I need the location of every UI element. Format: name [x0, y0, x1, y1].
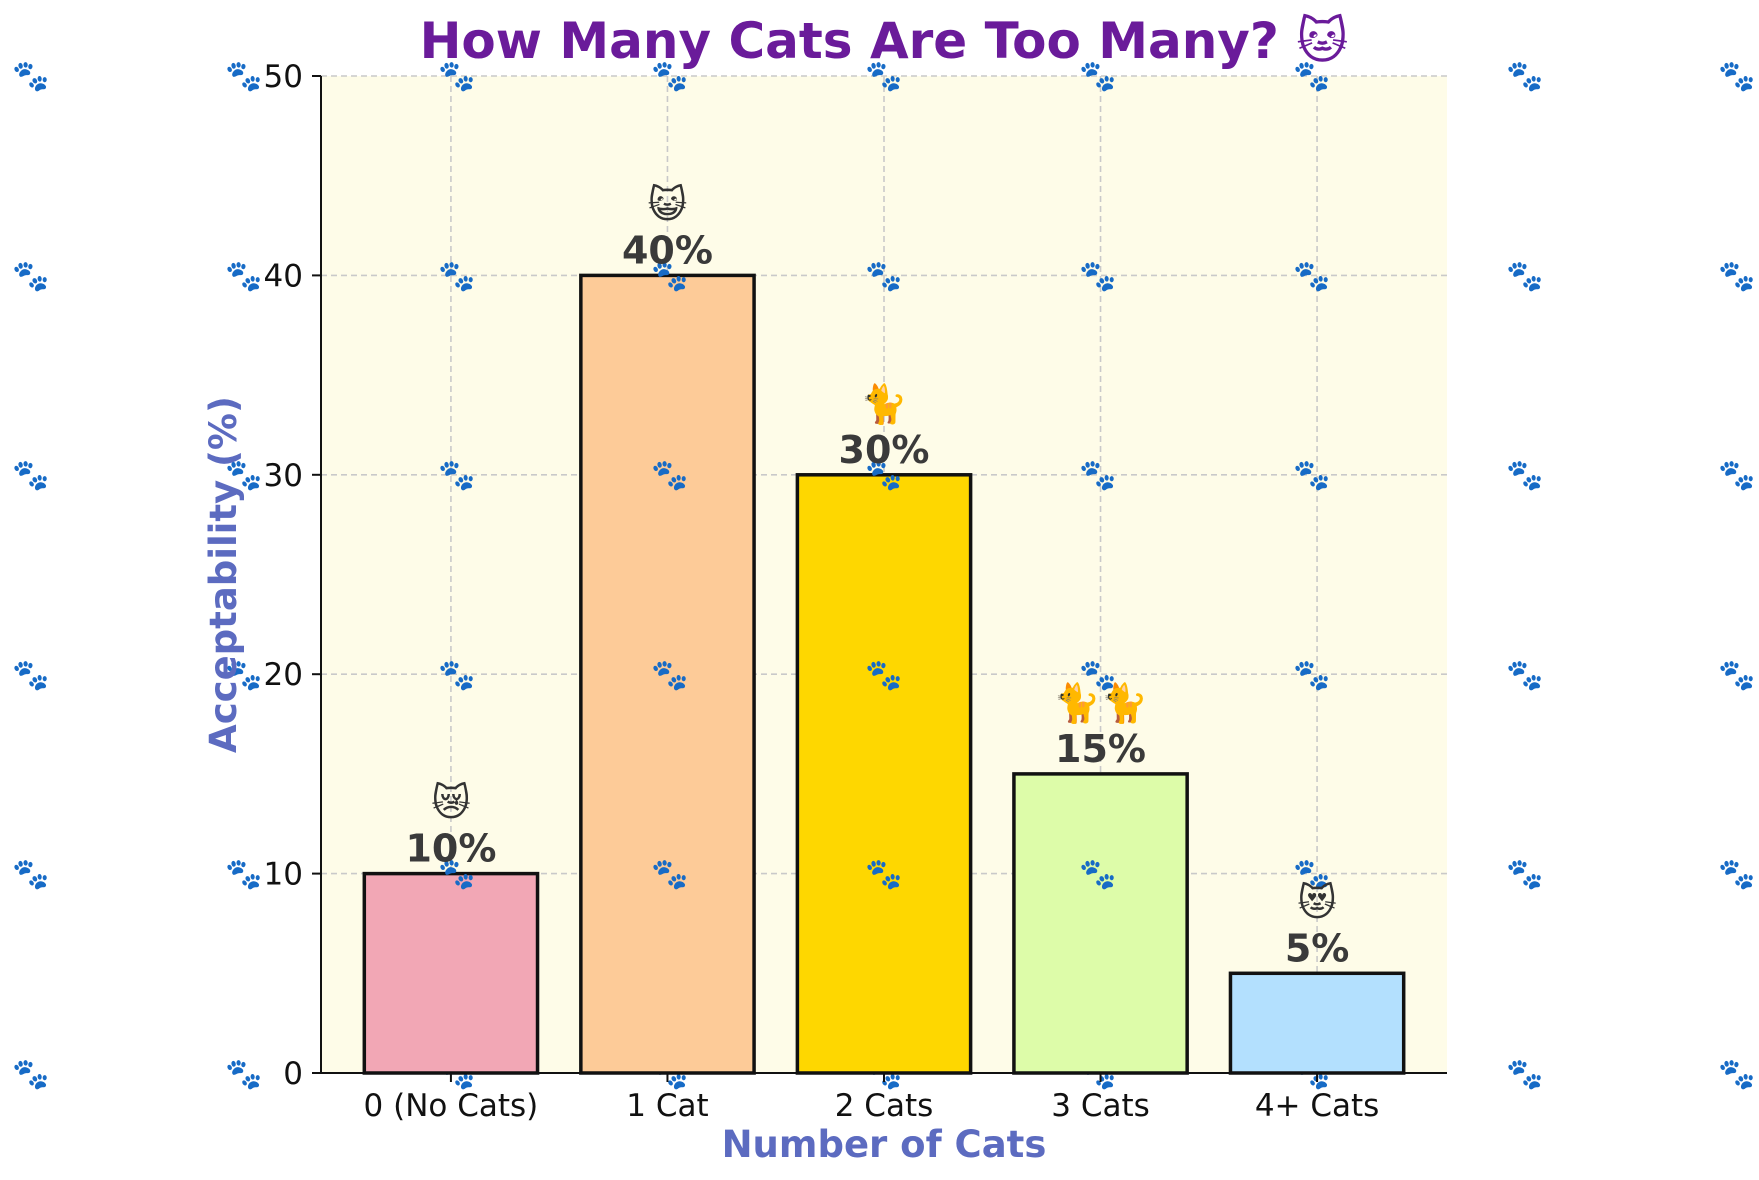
y-tick-label: 50: [264, 59, 303, 95]
chart-title: How Many Cats Are Too Many? 🐱: [420, 12, 1349, 70]
paw-icon: 🐾: [1293, 658, 1330, 693]
y-tick-label: 40: [264, 258, 303, 294]
bar: [795, 473, 973, 1075]
paw-icon: 🐾: [225, 658, 262, 693]
y-tick-label: 0: [283, 1056, 303, 1092]
cat-emoji-icon: 😿: [431, 781, 471, 825]
x-tick-label: 1 Cat: [626, 1088, 708, 1124]
paw-icon: 🐾: [1506, 59, 1543, 94]
paw-icon: 🐾: [1718, 1057, 1755, 1092]
paw-icon: 🐾: [438, 857, 475, 892]
paw-icon: 🐾: [12, 658, 49, 693]
paw-icon: 🐾: [1079, 857, 1116, 892]
paw-icon: 🐾: [1718, 458, 1755, 493]
paw-icon: 🐾: [651, 658, 688, 693]
paw-icon: 🐾: [1079, 259, 1116, 294]
paw-icon: 🐾: [225, 857, 262, 892]
paw-icon: 🐾: [12, 1057, 49, 1092]
paw-icon: 🐾: [651, 458, 688, 493]
paw-icon: 🐾: [12, 259, 49, 294]
paw-icon: 🐾: [865, 259, 902, 294]
paw-icon: 🐾: [12, 59, 49, 94]
bars: [362, 273, 1406, 1075]
paw-icon: 🐾: [1718, 59, 1755, 94]
paw-icon: 🐾: [865, 458, 902, 493]
paw-icon: 🐾: [1506, 1057, 1543, 1092]
cat-emoji-icon: 🐈: [860, 382, 907, 426]
paw-icon: 🐾: [651, 59, 688, 94]
paw-icon: 🐾: [1718, 658, 1755, 693]
paw-icon: 🐾: [1079, 658, 1116, 693]
paw-icon: 🐾: [438, 458, 475, 493]
x-axis-title: Number of Cats: [722, 1123, 1047, 1166]
paw-icon: 🐾: [1293, 458, 1330, 493]
cat-emoji-icon: 😺: [648, 182, 688, 226]
paw-icon: 🐾: [1506, 259, 1543, 294]
paw-icon: 🐾: [1506, 458, 1543, 493]
paw-icon: 🐾: [1293, 857, 1330, 892]
data-label: 40%: [622, 228, 713, 272]
x-tick-label: 0 (No Cats): [364, 1088, 539, 1124]
paw-icon: 🐾: [1079, 59, 1116, 94]
paw-icon: 🐾: [651, 259, 688, 294]
bar: [579, 273, 756, 1075]
paw-icon: 🐾: [12, 857, 49, 892]
y-tick-label: 20: [264, 657, 303, 693]
y-tick-label: 30: [264, 458, 303, 494]
x-tick-label: 2 Cats: [835, 1088, 934, 1124]
paw-icon: 🐾: [1506, 857, 1543, 892]
y-axis-title: Acceptability (%): [202, 396, 245, 753]
paw-icon: 🐾: [1079, 458, 1116, 493]
paw-icon: 🐾: [865, 59, 902, 94]
data-label: 10%: [405, 827, 496, 871]
paw-icon: 🐾: [1718, 857, 1755, 892]
paw-icon: 🐾: [1718, 259, 1755, 294]
cat-emoji-icon: 😻: [1297, 880, 1337, 924]
paw-icon: 🐾: [865, 857, 902, 892]
data-label: 15%: [1055, 727, 1146, 771]
paw-icon: 🐾: [865, 658, 902, 693]
x-tick-label: 4+ Cats: [1255, 1088, 1380, 1124]
data-label: 30%: [839, 428, 930, 472]
x-tick-label: 3 Cats: [1051, 1088, 1150, 1124]
paw-icon: 🐾: [225, 1057, 262, 1092]
data-label: 5%: [1285, 926, 1350, 970]
paw-icon: 🐾: [438, 658, 475, 693]
paw-icon: 🐾: [225, 458, 262, 493]
paw-icon: 🐾: [1293, 59, 1330, 94]
paw-icon: 🐾: [225, 259, 262, 294]
paw-icon: 🐾: [438, 59, 475, 94]
paw-icon: 🐾: [651, 857, 688, 892]
plot-overlay-pattern: 🐾 🐾 🐾 🐾 🐾 🐾 🐾 🐾 🐾 🐾 🐾 🐾 🐾 🐾 🐾 🐾 🐾 🐾 🐾 🐾 🐾 🐾 🐾 🐾 🐾: [438, 59, 1330, 892]
paw-icon: 🐾: [438, 259, 475, 294]
paw-icon: 🐾: [12, 458, 49, 493]
bar-labels: 10%😿 40%😺 30%🐈 15%🐈🐈 5%😻: [405, 182, 1349, 970]
bar: [1228, 971, 1406, 1075]
paw-icon: 🐾: [1506, 658, 1543, 693]
bar: [1012, 772, 1189, 1075]
cat-emoji-icon: 🐈🐈: [1053, 681, 1148, 725]
paw-icon: 🐾: [225, 59, 262, 94]
paw-icon: 🐾: [1293, 259, 1330, 294]
axes: 0 10 20 30 40 50 0 (No Cats) 1 Cat 2 Cats 3 Cats 4…: [264, 59, 1447, 1124]
y-tick-label: 10: [264, 857, 303, 893]
bar: [362, 871, 540, 1075]
